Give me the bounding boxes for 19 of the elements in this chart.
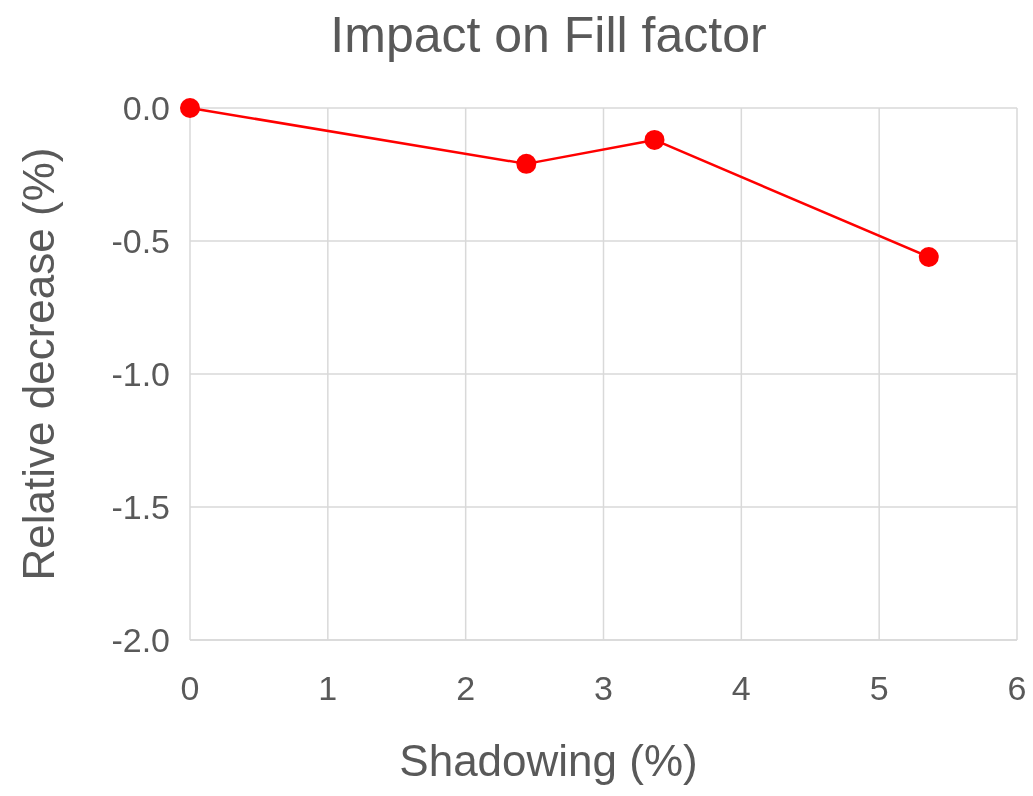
point [516,153,537,174]
x-tick-label: 2 [456,669,476,707]
x-tick-label: 6 [1007,669,1027,707]
x-tick-label: 4 [731,669,751,707]
point [180,98,200,118]
point [644,129,665,150]
x-axis-title: Shadowing (%) [399,736,698,785]
y-tick-label: 0.0 [122,89,170,127]
x-tick-label: 0 [180,669,200,707]
y-tick-label: -2.0 [111,621,170,659]
y-tick-label: -1.0 [111,355,170,393]
point [918,246,939,267]
y-axis-title: Relative decrease (%) [14,147,63,581]
x-tick-label: 1 [318,669,338,707]
chart-title: Impact on Fill factor [330,7,767,63]
x-tick-label: 5 [869,669,889,707]
x-tick-label: 3 [594,669,613,707]
y-tick-label: -1.5 [111,488,170,526]
y-tick-label: -0.5 [111,222,170,260]
